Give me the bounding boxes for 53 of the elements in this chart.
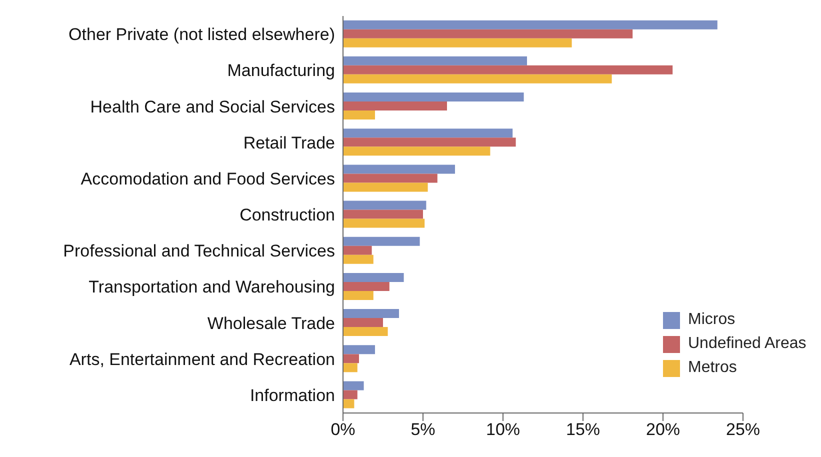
y-tick-label: Wholesale Trade <box>207 314 335 333</box>
bar <box>343 20 718 30</box>
bar <box>343 290 374 300</box>
bar <box>343 164 455 174</box>
bar <box>343 65 673 74</box>
y-tick-label: Information <box>250 386 335 405</box>
bar <box>343 309 399 318</box>
bar <box>343 74 612 84</box>
x-tick-label: 15% <box>566 420 600 440</box>
bar <box>343 318 383 328</box>
y-tick-label: Manufacturing <box>227 61 335 80</box>
y-tick-label: Health Care and Social Services <box>90 97 335 116</box>
legend-label: Metros <box>688 358 737 378</box>
x-tick-label: 20% <box>646 420 680 440</box>
y-tick-label: Other Private (not listed elsewhere) <box>68 25 335 44</box>
x-tick-label: 25% <box>726 420 760 440</box>
bar <box>343 354 359 364</box>
bar <box>343 92 524 102</box>
bar <box>343 327 388 336</box>
bar <box>343 246 372 255</box>
bar <box>343 254 374 264</box>
bar <box>343 218 425 228</box>
bar <box>343 399 354 408</box>
legend-label: Undefined Areas <box>688 334 806 354</box>
bar <box>343 56 527 66</box>
bar <box>343 110 375 120</box>
x-tick-label: 0% <box>330 420 356 440</box>
bar <box>343 390 358 400</box>
bar <box>343 345 375 354</box>
y-tick-label: Professional and Technical Services <box>63 242 335 261</box>
bar <box>343 146 490 156</box>
bar <box>343 174 438 183</box>
bar <box>343 272 404 282</box>
y-tick-label: Construction <box>240 206 335 225</box>
bar <box>343 236 420 246</box>
y-tick-label: Arts, Entertainment and Recreation <box>69 350 335 369</box>
bar <box>343 38 572 48</box>
bar <box>343 200 426 210</box>
bar <box>343 210 423 219</box>
y-tick-label: Accomodation and Food Services <box>80 169 335 188</box>
bar <box>343 182 428 192</box>
x-tick-label: 10% <box>486 420 520 440</box>
bar <box>343 102 447 111</box>
bar <box>343 381 364 390</box>
bar <box>343 138 516 147</box>
legend-label: Micros <box>688 310 736 330</box>
bar <box>343 282 390 291</box>
y-tick-label: Transportation and Warehousing <box>88 278 335 297</box>
y-tick-label: Retail Trade <box>243 133 335 152</box>
bar <box>343 363 358 372</box>
bar <box>343 128 513 138</box>
bar <box>343 29 633 38</box>
x-tick-label: 5% <box>410 420 436 440</box>
